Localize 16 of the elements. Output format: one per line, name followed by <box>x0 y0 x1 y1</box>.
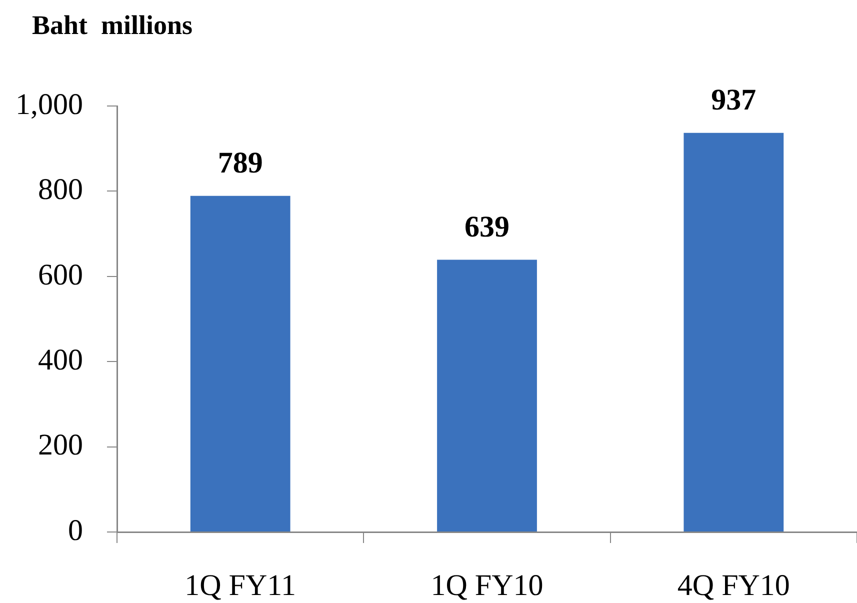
bar <box>437 260 537 532</box>
y-tick-label: 0 <box>68 514 83 547</box>
data-label: 639 <box>464 210 510 244</box>
x-tick-label: 4Q FY10 <box>677 568 790 602</box>
chart-title: Baht millions <box>32 9 193 41</box>
y-tick-label: 800 <box>38 173 83 206</box>
y-tick-label: 200 <box>38 428 83 462</box>
y-tick-label: 1,000 <box>16 88 83 121</box>
bar <box>684 132 784 532</box>
y-tick-label: 600 <box>38 258 83 292</box>
y-tick-label: 400 <box>38 343 83 376</box>
data-label: 789 <box>218 146 263 180</box>
bar <box>190 196 290 532</box>
x-tick-label: 1Q FY10 <box>430 568 544 602</box>
x-tick-label: 1Q FY11 <box>184 568 296 602</box>
data-label: 937 <box>711 84 756 117</box>
